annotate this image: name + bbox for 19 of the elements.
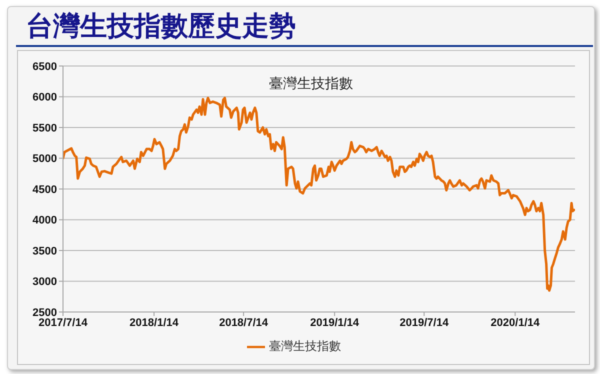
y-tick-label: 6500 <box>32 60 57 73</box>
y-tick-label: 4000 <box>32 214 57 227</box>
chart-title: 台灣生技指數歷史走勢 <box>26 10 296 43</box>
y-tick-label: 5500 <box>32 122 57 134</box>
line-series <box>63 96 575 292</box>
x-tick-label: 2017/7/14 <box>38 316 88 329</box>
y-tick-label: 4500 <box>32 184 57 196</box>
x-tick-label: 2019/1/14 <box>310 316 360 329</box>
x-tick-label: 2018/7/14 <box>219 316 269 329</box>
y-tick-label: 6000 <box>32 92 57 104</box>
y-tick-label: 5000 <box>32 153 57 166</box>
legend-label: 臺灣生技指數 <box>269 339 341 354</box>
y-tick-label: 2500 <box>32 306 57 319</box>
y-tick-label: 3000 <box>32 276 57 288</box>
text: 臺灣生技指數 <box>269 74 353 92</box>
x-tick-label: 2018/1/14 <box>130 316 180 329</box>
x-tick-label: 2019/7/14 <box>400 316 450 329</box>
y-tick-label: 3500 <box>32 245 57 258</box>
x-tick-label: 2020/1/14 <box>490 316 540 329</box>
